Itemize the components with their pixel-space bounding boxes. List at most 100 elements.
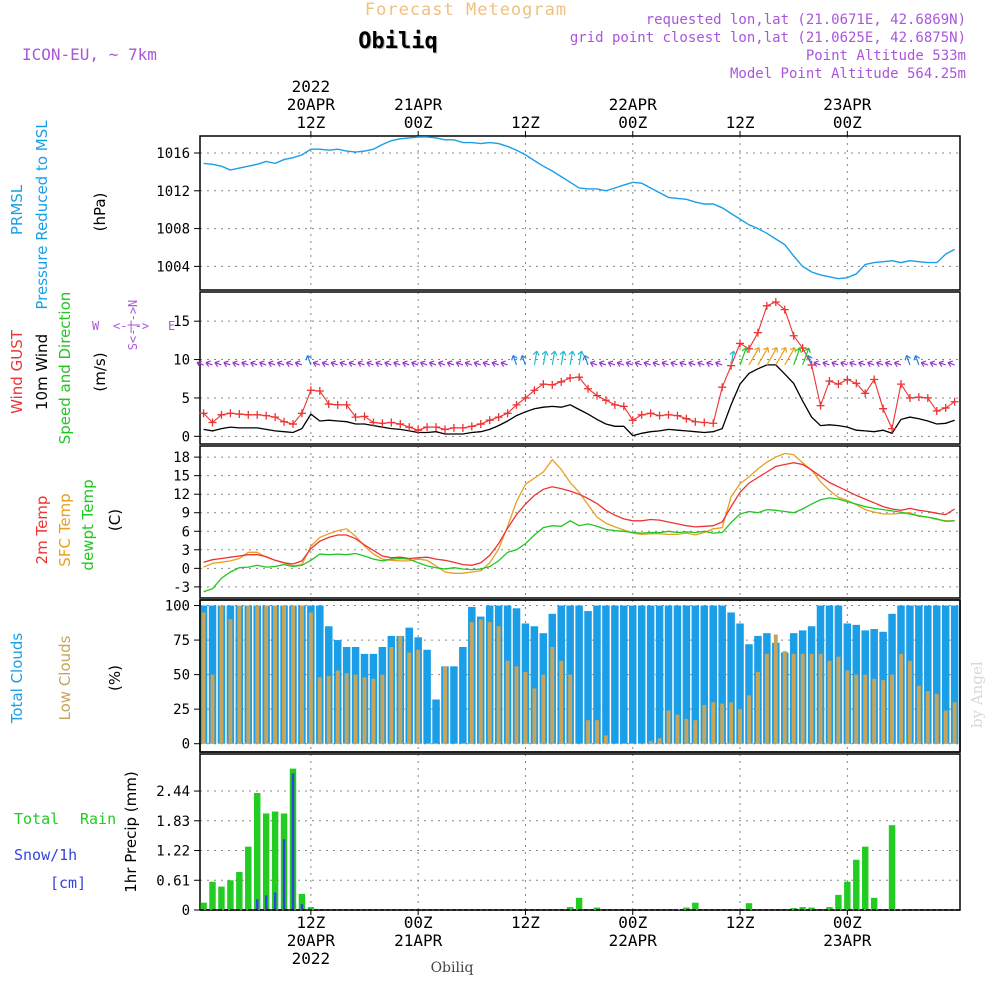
gust-point [217, 410, 226, 419]
gust-point [718, 383, 727, 392]
low-cloud-bar [854, 674, 859, 744]
y-tick-label: 15 [173, 314, 190, 330]
low-cloud-bar [863, 674, 868, 744]
y-tick-label: 0 [182, 903, 190, 919]
low-cloud-bar [371, 678, 376, 744]
y-tick-label: 15 [173, 469, 190, 485]
total-cloud-bar [736, 623, 744, 744]
low-cloud-bar [273, 605, 278, 744]
rain-bar [745, 903, 753, 910]
low-cloud-bar [916, 685, 921, 744]
wind-direction-arrow [330, 360, 338, 368]
wind-direction-arrow [729, 350, 737, 366]
y-tick-label: 12 [173, 487, 190, 503]
temp-dewpt-label: dewpt Temp [79, 479, 97, 570]
snow-unit-label: [cm] [50, 874, 86, 892]
low-cloud-bar [443, 666, 447, 744]
precip-panel-labels: Total Rain Snow/1h [cm] 1hr Precip (mm) [14, 771, 140, 892]
model-label: ICON-EU, ~ 7km [22, 45, 157, 64]
low-cloud-bar [925, 691, 930, 744]
rain-bar [575, 897, 583, 910]
precip-panel: 0 0.61 1.22 1.83 2.44 [156, 753, 961, 919]
rain-bar [826, 907, 833, 910]
total-cloud-bar [709, 605, 717, 744]
gust-point [199, 409, 208, 418]
temperature-panel: -3 0 3 6 9 12 15 18 [173, 445, 961, 599]
rain-bar [844, 881, 851, 910]
top-time-label: 00Z [618, 113, 647, 132]
bottom-time-label: 12Z [511, 913, 540, 932]
wind-direction-arrow [532, 350, 540, 366]
rain-bar [298, 893, 306, 910]
gust-point [834, 380, 843, 389]
gust-point [396, 420, 405, 429]
compass-e: E [168, 319, 175, 333]
wind-direction-arrow [920, 360, 929, 368]
snow-bar [273, 892, 277, 910]
gust-point [575, 373, 584, 382]
low-cloud-bar [711, 702, 716, 744]
top-time-label: 00Z [833, 113, 862, 132]
low-cloud-bar [800, 653, 805, 744]
pressure-unit: (hPa) [91, 193, 109, 232]
total-cloud-bar [459, 646, 467, 744]
gust-point [467, 422, 476, 431]
gust-point [905, 393, 914, 402]
wind-direction-arrow [232, 360, 240, 368]
gust-point [941, 403, 950, 412]
low-cloud-bar [398, 635, 403, 744]
wind-direction-arrow [541, 350, 549, 366]
total-cloud-bar [628, 605, 637, 744]
wind-direction-arrow [757, 347, 770, 366]
gust-point [655, 411, 664, 420]
total-cloud-bar [637, 605, 646, 744]
gust-point [458, 423, 467, 432]
chart-title: Forecast Meteogram [365, 0, 567, 20]
low-cloud-bar [899, 653, 903, 744]
low-cloud-bar [487, 622, 492, 744]
gust-point [762, 301, 771, 310]
gust-point [530, 386, 539, 395]
total-rain-label-2: Rain [80, 810, 116, 828]
low-cloud-bar [505, 660, 510, 744]
wind-direction-arrow [913, 355, 920, 366]
wind-direction-arrow [568, 350, 576, 366]
wind-direction-arrow [305, 355, 312, 366]
low-cloud-bar [255, 605, 260, 744]
gust-point [870, 375, 879, 384]
low-cloud-bar [532, 688, 537, 744]
top-time-label: 20APR [287, 95, 336, 114]
total-cloud-bar [682, 605, 691, 744]
low-cloud-bar [943, 710, 948, 744]
low-cloud-bar [782, 651, 787, 744]
wind-direction-arrow [550, 350, 558, 366]
wind-direction-arrow [652, 360, 660, 368]
y-tick-label: 10 [173, 353, 190, 369]
low-cloud-bar [523, 671, 528, 744]
rain-bar [808, 907, 815, 910]
location-title: Obiliq [358, 29, 437, 54]
wind-direction-arrow [598, 360, 607, 368]
low-cloud-bar [657, 738, 662, 744]
wind-direction-arrow [679, 360, 687, 368]
low-cloud-bar [791, 653, 796, 744]
wind-direction-arrow [321, 360, 329, 368]
low-cloud-bar [755, 671, 760, 744]
low-cloud-bar [827, 660, 832, 744]
gust-point [271, 413, 280, 422]
wind-direction-arrow [339, 360, 347, 368]
total-cloud-bar [700, 605, 709, 744]
gust-point [226, 409, 235, 418]
gust-point [512, 400, 521, 409]
wind-direction-arrow [582, 355, 590, 366]
gust-point [539, 380, 548, 389]
wind-direction-arrow [411, 360, 419, 368]
wind-direction-arrow [473, 360, 481, 368]
panel-frame [199, 291, 961, 445]
low-cloud-bar [353, 674, 358, 744]
low-cloud-bar [326, 676, 331, 744]
gust-point [208, 418, 217, 427]
wind-direction-arrow [500, 360, 508, 368]
top-time-label: 12Z [296, 113, 325, 132]
low-cloud-bar [407, 652, 412, 744]
